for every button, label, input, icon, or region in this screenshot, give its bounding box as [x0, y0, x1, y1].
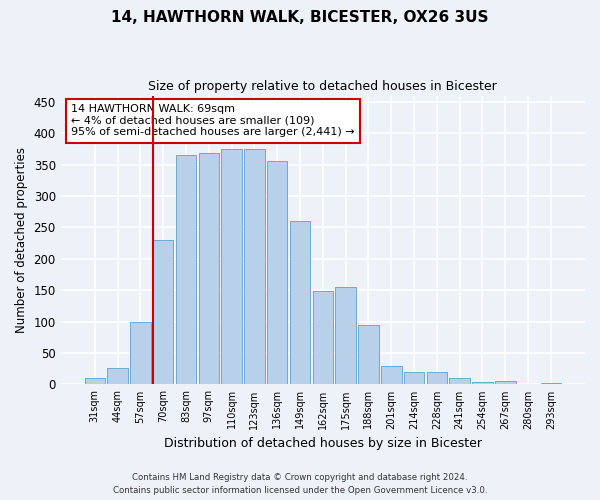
Text: 14, HAWTHORN WALK, BICESTER, OX26 3US: 14, HAWTHORN WALK, BICESTER, OX26 3US: [111, 10, 489, 25]
Bar: [153, 240, 173, 384]
Bar: [267, 162, 287, 384]
Bar: [472, 382, 493, 384]
Bar: [541, 382, 561, 384]
Bar: [381, 366, 401, 384]
Bar: [335, 287, 356, 384]
Bar: [313, 292, 333, 384]
Bar: [107, 368, 128, 384]
Bar: [449, 378, 470, 384]
Bar: [85, 378, 105, 384]
Y-axis label: Number of detached properties: Number of detached properties: [15, 147, 28, 333]
Bar: [244, 149, 265, 384]
X-axis label: Distribution of detached houses by size in Bicester: Distribution of detached houses by size …: [164, 437, 482, 450]
Bar: [404, 372, 424, 384]
Text: Contains HM Land Registry data © Crown copyright and database right 2024.
Contai: Contains HM Land Registry data © Crown c…: [113, 474, 487, 495]
Bar: [221, 149, 242, 384]
Title: Size of property relative to detached houses in Bicester: Size of property relative to detached ho…: [148, 80, 497, 93]
Bar: [130, 322, 151, 384]
Bar: [495, 382, 515, 384]
Bar: [427, 372, 447, 384]
Bar: [199, 154, 219, 384]
Text: 14 HAWTHORN WALK: 69sqm
← 4% of detached houses are smaller (109)
95% of semi-de: 14 HAWTHORN WALK: 69sqm ← 4% of detached…: [71, 104, 355, 138]
Bar: [358, 325, 379, 384]
Bar: [176, 155, 196, 384]
Bar: [290, 221, 310, 384]
